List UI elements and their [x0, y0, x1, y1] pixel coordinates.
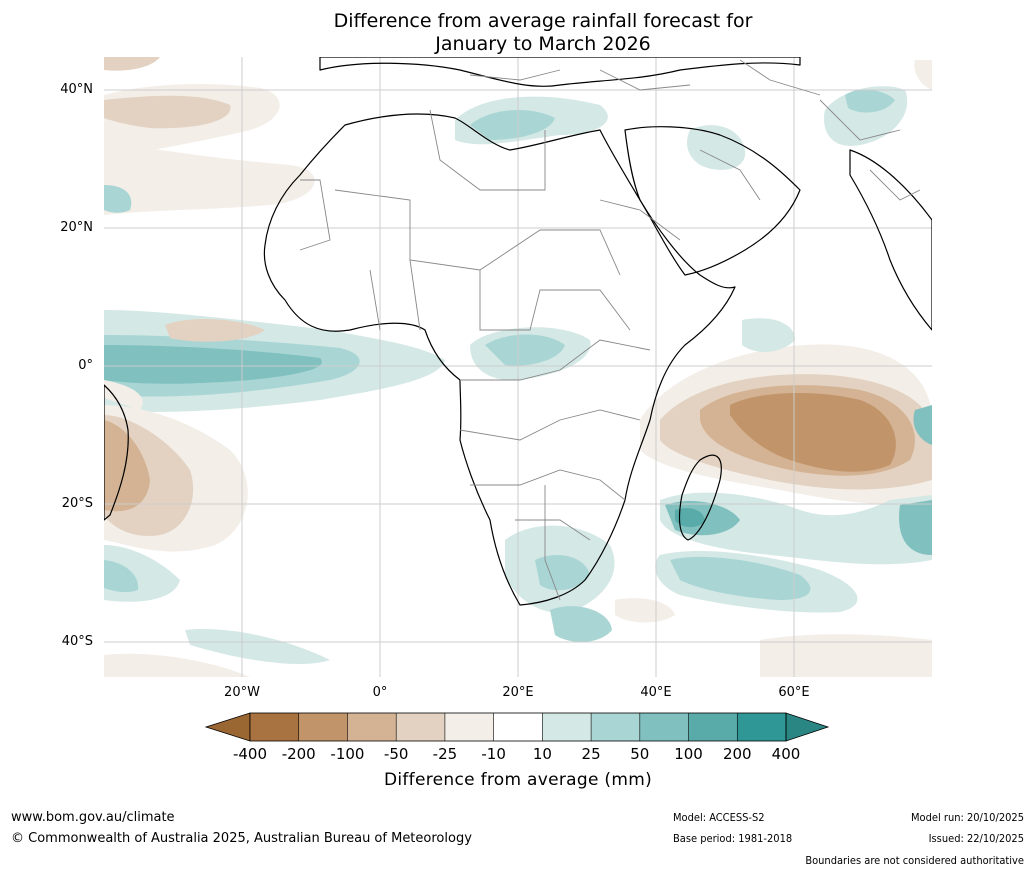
anomaly-region [730, 393, 896, 472]
colorbar-label: Difference from average (mm) [383, 770, 653, 790]
anomaly-region [185, 629, 330, 665]
colorbar-tick-label: -100 [330, 745, 365, 763]
footer-disclaimer: Boundaries are not considered authoritat… [805, 854, 1024, 867]
lon-label: 20°W [224, 685, 260, 700]
country-border [429, 109, 546, 191]
colorbar-extend-low [204, 712, 251, 742]
anomaly-region [550, 606, 612, 642]
colorbar-tick-label: 50 [630, 745, 650, 763]
anomaly-region [913, 405, 932, 445]
anomaly-region [615, 598, 675, 623]
lat-label: 20°N [60, 220, 93, 235]
lon-label: 60°E [778, 685, 810, 700]
colorbar-swatch [250, 713, 299, 741]
colorbar-tick-label: 25 [581, 745, 601, 763]
country-border [515, 485, 591, 601]
lat-label: 40°N [60, 82, 93, 97]
anomaly-region [535, 555, 590, 591]
anomaly-region [104, 653, 250, 677]
colorbar-swatch [493, 713, 543, 741]
anomaly-region [104, 140, 315, 215]
colorbar-outline [249, 712, 787, 742]
africa-coastline [263, 113, 736, 606]
anomaly-region [687, 125, 746, 170]
lat-label: 40°S [61, 634, 93, 649]
footer-issued: Issued: 22/10/2025 [928, 832, 1024, 845]
india-coastline [849, 149, 932, 331]
country-border [599, 149, 761, 241]
colorbar-tick-label: 400 [771, 745, 801, 763]
lon-label: 20°E [502, 685, 534, 700]
lat-label: 0° [78, 358, 93, 373]
colorbar-swatch [347, 713, 397, 741]
country-borders [299, 59, 921, 601]
colorbar-swatch [639, 713, 689, 741]
colorbar-tick-label: -50 [383, 745, 409, 763]
anomaly-region [675, 508, 705, 528]
anomaly-region [845, 89, 895, 113]
lat-label: 20°S [61, 496, 93, 511]
arabia-coastline [624, 126, 801, 276]
anomaly-region [104, 380, 143, 410]
madagascar-coastline [678, 454, 722, 541]
country-border [459, 409, 641, 441]
colorbar-tick-label: -200 [281, 745, 316, 763]
anomaly-region [104, 57, 160, 71]
anomaly-region [670, 556, 811, 600]
europe-coastline [319, 57, 801, 87]
country-border [469, 59, 821, 96]
colorbar-extend-high [785, 712, 830, 742]
colorbar-swatch [396, 713, 445, 741]
anomaly-region [104, 95, 231, 129]
graticule [104, 57, 932, 677]
footer-model-run: Model run: 20/10/2025 [911, 811, 1024, 824]
country-border [299, 179, 331, 251]
anomaly-region [104, 420, 150, 512]
south-america-coastline [104, 384, 129, 521]
country-border [819, 99, 921, 201]
anomaly-region [485, 334, 565, 366]
colorbar-tick-label: -10 [481, 745, 506, 763]
lon-label: 40°E [640, 685, 672, 700]
footer-copyright: © Commonwealth of Australia 2025, Austra… [11, 831, 472, 846]
anomaly-region [742, 318, 795, 352]
colorbar-tick-label: 200 [722, 745, 752, 763]
anomaly-region [104, 185, 132, 213]
anomaly-region [914, 60, 932, 90]
country-border [369, 259, 421, 331]
colorbar-swatch [298, 713, 348, 741]
map-title-line-1: Difference from average rainfall forecas… [333, 10, 753, 32]
country-border [470, 469, 626, 501]
anomaly-region [899, 500, 932, 555]
footer-base-period: Base period: 1981-2018 [673, 832, 793, 845]
colorbar-swatch [688, 713, 738, 741]
colorbar-swatch [542, 713, 592, 741]
lon-label: 0° [372, 685, 388, 700]
anomaly-region [104, 345, 322, 384]
colorbar-swatch [444, 713, 494, 741]
country-border [460, 339, 651, 381]
colorbar-swatch [591, 713, 640, 741]
anomaly-region [104, 560, 139, 593]
colorbar-tick-label: -25 [432, 745, 458, 763]
colorbar-swatch [737, 713, 786, 741]
colorbar-tick-label: -400 [232, 745, 268, 763]
colorbar-tick-label: 10 [532, 745, 552, 763]
colorbar-tick-label: 100 [674, 745, 703, 763]
anomaly-region [760, 634, 932, 677]
anomaly-shading [104, 57, 932, 677]
map-title-line-2: January to March 2026 [435, 33, 651, 55]
footer-model: Model: ACCESS-S2 [673, 811, 765, 824]
anomaly-region [470, 109, 555, 140]
country-border [479, 270, 631, 331]
footer-website: www.bom.gov.au/climate [11, 810, 175, 825]
coastlines [104, 57, 932, 606]
anomaly-region [165, 318, 265, 342]
